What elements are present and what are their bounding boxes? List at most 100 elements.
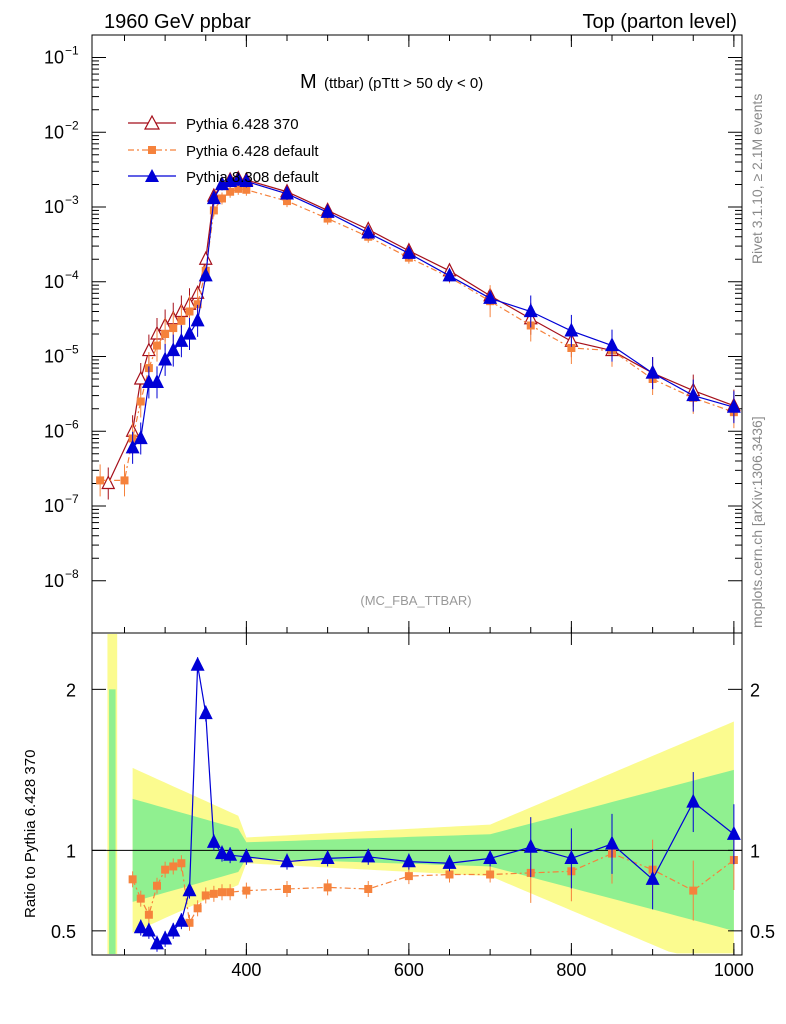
main-point-2: [483, 289, 498, 304]
main-point-2: [198, 267, 213, 282]
main-point-1: [193, 300, 202, 309]
main-point-2: [686, 387, 701, 402]
main-point-1: [177, 316, 186, 325]
y-tick-label: 10: [44, 122, 64, 142]
ratio-point-1: [320, 850, 335, 865]
ratio-point-1: [141, 922, 156, 937]
main-point-2: [158, 351, 173, 366]
y-tick-label: 10: [44, 347, 64, 367]
main-point-1: [209, 206, 218, 215]
main-point-0: [198, 250, 213, 265]
ratio-point-0: [201, 891, 210, 900]
ratio-point-0: [193, 904, 202, 913]
main-point-2: [320, 203, 335, 218]
ratio-point-0: [364, 884, 373, 893]
ratio-point-1: [280, 853, 294, 868]
main-point-2: [125, 439, 140, 454]
chart-title: M: [300, 71, 317, 93]
ratio-point-1: [182, 882, 197, 897]
ratio-point-1: [401, 853, 416, 868]
y-tick-exponent: −1: [65, 44, 79, 58]
legend-label-370: Pythia 6.428 370: [186, 116, 299, 133]
ratio-point-0: [144, 910, 153, 919]
x-tick-label: 1000: [714, 960, 754, 980]
main-point-2: [239, 173, 254, 188]
main-point-2: [605, 337, 619, 352]
ratio-point-0: [136, 894, 145, 903]
y-tick-exponent: −6: [65, 417, 79, 431]
main-point-1: [226, 187, 235, 196]
main-point-1: [185, 307, 194, 316]
header-right: Top (parton level): [582, 11, 737, 33]
ratio-point-0: [445, 870, 454, 879]
ratio-y-tick-label: 0.5: [51, 922, 76, 942]
ratio-point-1: [198, 705, 213, 720]
y-tick-label: 10: [44, 272, 64, 292]
y-tick-exponent: −3: [65, 193, 79, 207]
y-tick-label: 10: [44, 197, 64, 217]
main-point-2: [726, 398, 741, 413]
ratio-point-0: [404, 872, 413, 881]
main-series-line-1: [100, 188, 735, 482]
chart-subtitle: (ttbar) (pTtt > 50 dy < 0): [324, 75, 483, 92]
ratio-point-0: [218, 888, 226, 897]
chart-annotation: (MC_FBA_TTBAR): [360, 593, 471, 608]
ratio-point-1: [239, 848, 254, 863]
main-point-1: [96, 476, 105, 485]
ratio-point-1: [645, 870, 660, 885]
ratio-ylabel: Ratio to Pythia 6.428 370: [22, 750, 39, 918]
main-point-2: [174, 332, 189, 347]
main-point-1: [120, 476, 129, 485]
main-point-1: [153, 341, 161, 350]
main-point-1: [218, 194, 226, 203]
main-point-0: [133, 370, 148, 385]
legend-marker-p8: [145, 169, 159, 182]
ratio-point-0: [323, 883, 332, 892]
ratio-point-1: [483, 850, 498, 865]
ratio-point-0: [486, 870, 495, 879]
ratio-point-0: [169, 862, 178, 871]
ratio-point-0: [283, 884, 291, 893]
ratio-point-1: [605, 835, 619, 850]
main-point-2: [150, 374, 164, 389]
y-tick-label: 10: [44, 421, 64, 441]
main-point-2: [442, 267, 457, 282]
main-point-1: [283, 197, 291, 206]
ratio-y-tick-label: 2: [66, 680, 76, 700]
mcplots-label: mcplots.cern.ch [arXiv:1306.3436]: [749, 416, 765, 628]
main-point-2: [133, 430, 148, 445]
main-point-2: [564, 322, 579, 337]
main-point-1: [323, 214, 332, 223]
ratio-point-0: [242, 886, 251, 895]
ratio-point-0: [177, 859, 186, 868]
legend-marker-370: [143, 114, 161, 130]
main-point-2: [166, 342, 181, 357]
legend-marker-default: [148, 146, 156, 154]
ratio-point-0: [153, 881, 161, 890]
ratio-point-1: [361, 848, 376, 863]
main-point-2: [231, 171, 246, 186]
main-point-1: [169, 324, 178, 333]
x-tick-label: 400: [231, 960, 261, 980]
header-left: 1960 GeV ppbar: [104, 11, 251, 33]
main-point-2: [645, 364, 660, 379]
y-tick-exponent: −5: [65, 343, 79, 357]
ratio-point-0: [226, 888, 235, 897]
ratio-point-1: [215, 845, 229, 860]
band-left-inner: [109, 689, 116, 954]
main-point-1: [161, 330, 170, 338]
ratio-point-1: [564, 850, 579, 865]
ratio-point-1: [686, 793, 701, 808]
legend-label-default: Pythia 6.428 default: [186, 143, 319, 160]
legend: Pythia 6.428 370 Pythia 6.428 default Py…: [128, 114, 319, 186]
ratio-point-1: [206, 833, 221, 848]
main-point-1: [567, 343, 576, 352]
ratio-y-tick-label-right: 2: [750, 680, 760, 700]
ratio-point-1: [174, 912, 189, 927]
y-tick-label: 10: [44, 496, 64, 516]
main-point-0: [101, 475, 116, 490]
ratio-point-1: [442, 854, 457, 869]
main-point-2: [280, 185, 294, 200]
